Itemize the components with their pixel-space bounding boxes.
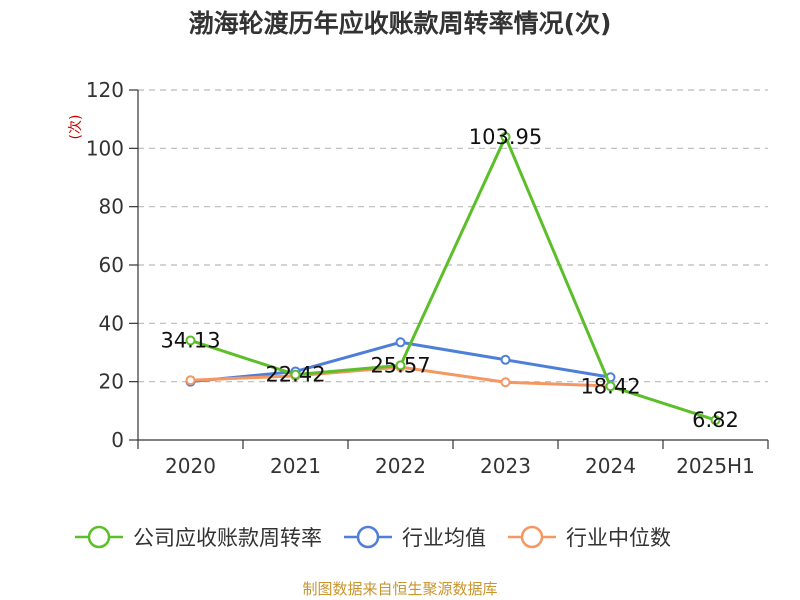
y-tick-label: 100 xyxy=(86,136,124,160)
data-labels: 34.13 22.42 25.57 103.95 18.42 6.82 xyxy=(160,125,738,432)
data-label: 18.42 xyxy=(580,374,640,398)
data-label: 6.82 xyxy=(692,408,739,432)
y-tick-label: 20 xyxy=(99,370,124,394)
legend-label: 行业均值 xyxy=(402,526,486,550)
chart-title: 渤海轮渡历年应收账款周转率情况(次) xyxy=(189,9,612,38)
x-tick-label: 2023 xyxy=(480,454,531,478)
data-point xyxy=(500,131,511,142)
data-point xyxy=(395,360,406,371)
data-point xyxy=(185,335,196,346)
x-tick-label: 2024 xyxy=(585,454,636,478)
x-tick-label: 2022 xyxy=(375,454,426,478)
x-tick-label: 2021 xyxy=(270,454,321,478)
y-tick-label: 0 xyxy=(111,428,124,452)
legend-label: 公司应收账款周转率 xyxy=(133,526,322,550)
source-note: 制图数据来自恒生聚源数据库 xyxy=(302,580,497,598)
data-point xyxy=(710,415,721,426)
data-label: 34.13 xyxy=(160,328,220,352)
data-point xyxy=(290,369,301,380)
series-line-0 xyxy=(190,135,716,422)
y-axis: 0 20 40 60 80 100 120 xyxy=(86,78,139,452)
gridlines xyxy=(138,89,768,383)
data-label: 103.95 xyxy=(469,125,542,149)
data-point xyxy=(500,377,511,388)
data-point xyxy=(605,381,616,392)
data-label: 25.57 xyxy=(370,353,430,377)
legend-marker xyxy=(356,525,380,549)
x-tick-label: 2020 xyxy=(165,454,216,478)
y-tick-label: 60 xyxy=(99,253,124,277)
data-point xyxy=(185,375,196,386)
data-label: 22.42 xyxy=(265,363,325,387)
x-tick-label: 2025H1 xyxy=(676,454,755,478)
legend-marker xyxy=(87,525,111,549)
y-axis-label: (次) xyxy=(68,115,84,140)
y-tick-label: 40 xyxy=(99,311,124,335)
data-point xyxy=(500,354,511,365)
y-tick-label: 120 xyxy=(86,78,124,102)
legend: 公司应收账款周转率 行业均值 行业中位数 xyxy=(75,525,671,550)
y-tick-label: 80 xyxy=(99,195,124,219)
data-point xyxy=(395,337,406,348)
x-axis: 2020 2021 2022 2023 2024 2025H1 xyxy=(137,439,769,478)
series-layer xyxy=(185,131,721,426)
legend-label: 行业中位数 xyxy=(566,526,671,550)
legend-marker xyxy=(520,525,544,549)
